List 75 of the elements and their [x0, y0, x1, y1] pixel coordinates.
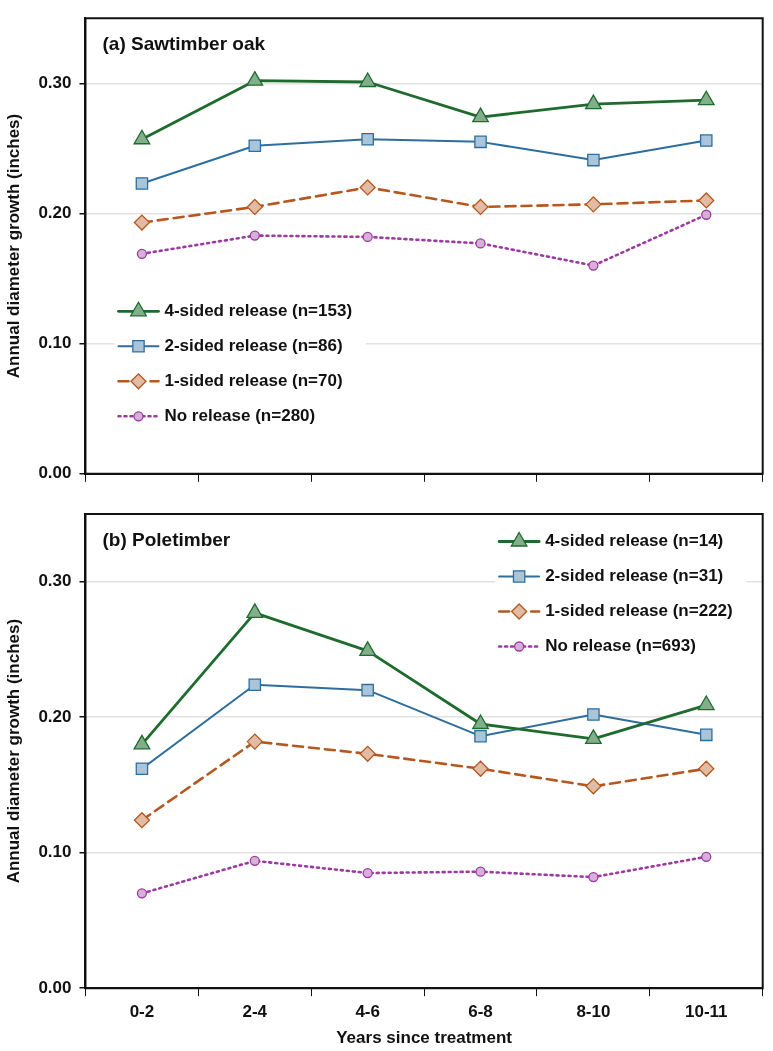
point: [698, 760, 715, 777]
point: [133, 734, 151, 750]
point: [361, 683, 374, 697]
point: [474, 729, 487, 743]
point: [697, 90, 715, 106]
legend-label: 4-sided release (n=153): [164, 300, 353, 320]
text: (b) Poletimber: [102, 529, 231, 551]
y-tick-label: 0.00: [38, 463, 72, 483]
point: [701, 209, 712, 220]
x-tick-label: 8-10: [576, 1002, 611, 1022]
point: [584, 94, 602, 110]
x-tick-label: 2-4: [242, 1002, 268, 1022]
point: [472, 760, 489, 777]
point: [587, 153, 600, 167]
legend-label: 1-sided release (n=222): [545, 601, 733, 621]
point: [133, 812, 151, 829]
point: [584, 729, 602, 745]
text: (a) Sawtimber oak: [102, 33, 266, 55]
point: [248, 139, 262, 153]
y-axis-title: Annual diameter growth (inches): [3, 618, 23, 884]
point: [135, 762, 149, 776]
legend-label: 2-sided release (n=86): [164, 335, 343, 355]
point: [699, 728, 713, 742]
point: [246, 733, 263, 750]
point: [359, 641, 377, 656]
point: [587, 708, 600, 721]
point: [701, 851, 712, 862]
y-tick-label: 0.10: [38, 333, 72, 353]
y-axis-title: Annual diameter growth (inches): [3, 113, 23, 379]
point: [133, 214, 151, 231]
y-tick-label: 0.10: [38, 842, 72, 862]
point: [359, 179, 376, 196]
legend-label: 2-sided release (n=31): [545, 566, 724, 586]
point: [472, 107, 489, 123]
point: [249, 855, 260, 866]
x-tick-label: 0-2: [129, 1002, 155, 1022]
x-axis-title: Years since treatment: [336, 1028, 513, 1048]
y-tick-label: 0.30: [38, 571, 72, 591]
y-tick-label: 0.20: [38, 706, 72, 726]
legend-label: No release (n=280): [164, 405, 316, 425]
y-tick-label: 0.20: [38, 203, 72, 223]
legend-label: No release (n=693): [545, 636, 696, 656]
x-tick-label: 6-8: [468, 1002, 493, 1022]
point: [246, 603, 264, 619]
point: [472, 714, 489, 730]
point: [475, 238, 486, 249]
point: [588, 871, 599, 883]
point: [585, 778, 602, 795]
point: [249, 230, 260, 241]
point: [698, 192, 715, 209]
point: [136, 248, 148, 259]
legend-label: 4-sided release (n=14): [545, 531, 724, 551]
point: [246, 198, 263, 216]
point: [359, 745, 376, 762]
point: [246, 71, 264, 86]
x-tick-label: 4-6: [355, 1002, 380, 1022]
point: [699, 134, 713, 147]
point: [136, 888, 148, 899]
point: [359, 72, 377, 88]
y-tick-label: 0.30: [38, 72, 72, 92]
y-tick-label: 0.00: [38, 977, 72, 997]
point: [135, 177, 149, 190]
point: [588, 260, 599, 271]
point: [475, 866, 486, 877]
point: [474, 135, 487, 149]
point: [362, 231, 373, 243]
x-tick-label: 10-11: [684, 1002, 728, 1022]
point: [248, 678, 262, 692]
point: [362, 867, 373, 879]
point: [361, 132, 374, 146]
legend-label: 1-sided release (n=70): [164, 370, 343, 390]
point: [133, 129, 151, 145]
point: [472, 198, 489, 216]
point: [697, 695, 715, 711]
point: [585, 196, 602, 213]
